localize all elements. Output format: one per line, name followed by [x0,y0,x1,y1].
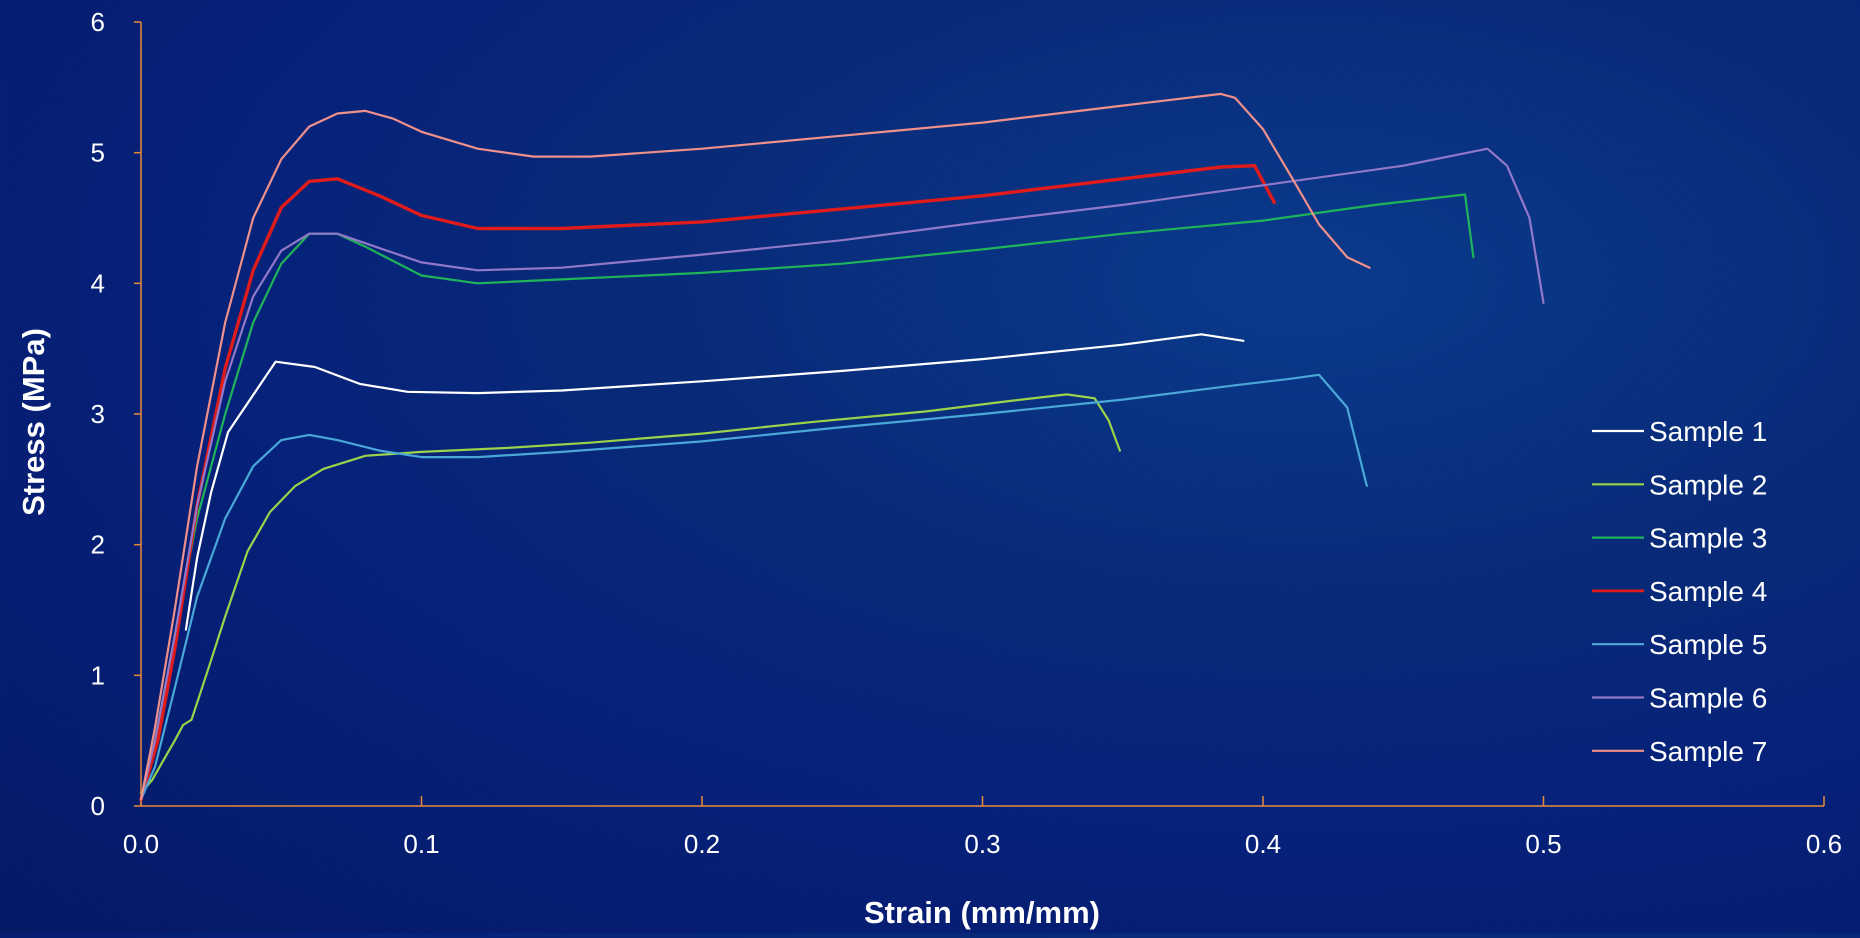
series-line-5 [139,373,1368,801]
y-tick-label: 1 [91,660,105,690]
legend-label: Sample 6 [1649,683,1767,714]
x-tick-label: 0.2 [684,829,720,859]
series-line-7 [139,92,1371,801]
legend: Sample 1 Sample 2 Sample 3 Sample 4 Sample 5… [1592,416,1767,767]
legend-label: Sample 1 [1649,416,1767,447]
x-tick-label: 0.5 [1525,829,1561,859]
y-tick-label: 3 [91,399,105,429]
legend-label: Sample 3 [1649,523,1767,554]
x-tick-label: 0.4 [1245,829,1281,859]
y-tick-label: 0 [91,791,105,821]
x-tick-label: 0.3 [964,829,1000,859]
series-line-4 [139,164,1276,802]
legend-label: Sample 2 [1649,469,1767,500]
axes: 0.0 0.1 0.2 0.3 0.4 0.5 0.6 0 1 2 3 4 5 6 [91,7,1843,859]
y-axis-title: Stress (MPa) [16,328,51,516]
y-tick-label: 5 [91,138,105,168]
x-tick-label: 0.6 [1806,829,1842,859]
series-line-3 [139,193,1475,801]
series-lines [139,92,1545,802]
legend-label: Sample 4 [1649,576,1767,607]
series-line-6 [139,147,1545,801]
legend-label: Sample 5 [1649,629,1767,660]
x-tick-label: 0.1 [403,829,439,859]
y-tick-label: 2 [91,530,105,560]
x-tick-label: 0.0 [123,829,159,859]
legend-label: Sample 7 [1649,736,1767,767]
x-axis-title: Strain (mm/mm) [864,895,1100,930]
y-tick-label: 4 [91,268,105,298]
series-line-2 [139,393,1121,794]
y-tick-label: 6 [91,7,105,37]
series-line-1 [184,333,1245,631]
